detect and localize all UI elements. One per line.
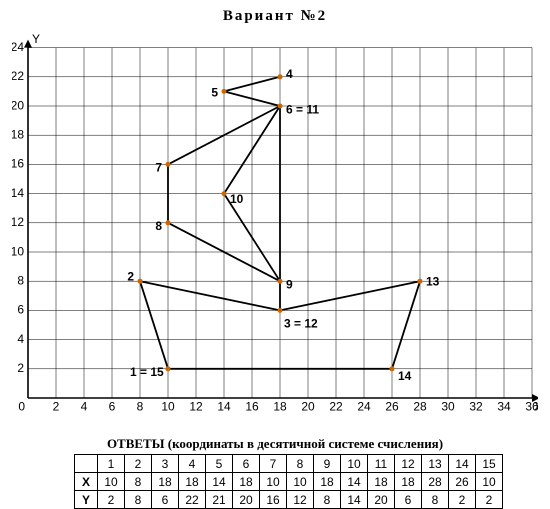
table-cell: 21 — [206, 491, 233, 509]
table-cell: 9 — [314, 455, 341, 473]
table-cell: 6 — [152, 491, 179, 509]
table-cell: 18 — [152, 473, 179, 491]
table-cell: 16 — [260, 491, 287, 509]
table-cell: 8 — [125, 491, 152, 509]
table-cell: 8 — [287, 455, 314, 473]
table-cell: 14 — [206, 473, 233, 491]
table-cell: 6 — [395, 491, 422, 509]
table-cell: 12 — [395, 455, 422, 473]
table-cell: 10 — [287, 473, 314, 491]
answers-table: 123456789101112131415X108181814181010181… — [74, 454, 503, 509]
table-cell: X — [75, 473, 98, 491]
table-cell: 18 — [179, 473, 206, 491]
table-cell: 10 — [98, 473, 125, 491]
table-cell — [75, 455, 98, 473]
table-cell: 2 — [449, 491, 476, 509]
table-cell: 5 — [206, 455, 233, 473]
table-cell: 12 — [287, 491, 314, 509]
table-cell: 8 — [422, 491, 449, 509]
table-cell: 10 — [260, 473, 287, 491]
table-cell: 28 — [422, 473, 449, 491]
table-cell: 14 — [341, 473, 368, 491]
table-cell: 7 — [260, 455, 287, 473]
table-cell: 2 — [125, 455, 152, 473]
table-cell: 10 — [476, 473, 503, 491]
table-cell: 22 — [179, 491, 206, 509]
table-cell: 6 — [233, 455, 260, 473]
table-cell: 20 — [233, 491, 260, 509]
table-cell: 14 — [341, 491, 368, 509]
table-cell: 8 — [314, 491, 341, 509]
coordinate-chart — [12, 34, 538, 414]
table-cell: 18 — [314, 473, 341, 491]
table-cell: 18 — [233, 473, 260, 491]
table-cell: 8 — [125, 473, 152, 491]
table-cell: 2 — [476, 491, 503, 509]
table-cell: 11 — [368, 455, 395, 473]
table-cell: 26 — [449, 473, 476, 491]
table-cell: 13 — [422, 455, 449, 473]
page-title: Вариант №2 — [0, 8, 550, 25]
table-cell: Y — [75, 491, 98, 509]
table-cell: 4 — [179, 455, 206, 473]
table-cell: 20 — [368, 491, 395, 509]
table-cell: 18 — [368, 473, 395, 491]
table-cell: 3 — [152, 455, 179, 473]
table-cell: 2 — [98, 491, 125, 509]
table-cell: 15 — [476, 455, 503, 473]
table-cell: 10 — [341, 455, 368, 473]
table-cell: 14 — [449, 455, 476, 473]
table-cell: 18 — [395, 473, 422, 491]
answers-title: ОТВЕТЫ (координаты в десятичной системе … — [0, 436, 550, 452]
table-cell: 1 — [98, 455, 125, 473]
